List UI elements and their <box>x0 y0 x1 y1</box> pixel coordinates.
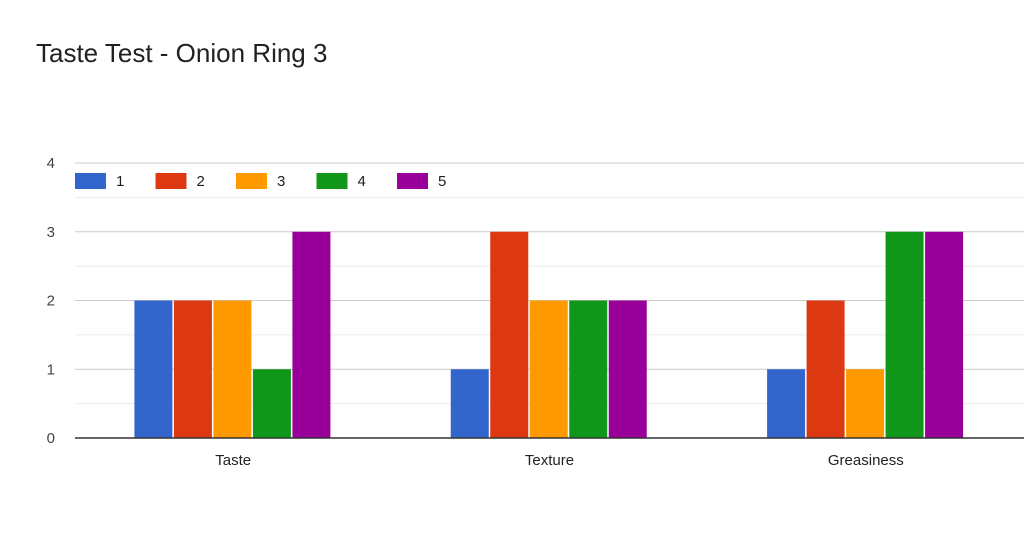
legend-swatch-1 <box>75 173 106 189</box>
legend-label-2: 2 <box>197 173 205 190</box>
x-category-label: Texture <box>525 452 574 469</box>
legend-label-5: 5 <box>438 173 446 190</box>
legend: 1 2 3 4 5 <box>75 173 446 190</box>
legend-label-3: 3 <box>277 173 285 190</box>
bars <box>134 231 964 438</box>
legend-swatch-4 <box>316 173 348 189</box>
bar-texture-series-1 <box>450 369 489 438</box>
bar-texture-series-3 <box>529 300 568 438</box>
legend-swatch-3 <box>236 173 267 189</box>
bar-taste-series-3 <box>213 300 252 438</box>
bar-texture-series-5 <box>608 300 647 438</box>
y-tick-label: 2 <box>47 293 55 310</box>
legend-swatch-5 <box>397 173 428 189</box>
axes: 0 1 2 3 4 Taste Texture Greasiness <box>47 155 1024 469</box>
bar-taste-series-4 <box>252 369 291 438</box>
bar-texture-series-4 <box>569 300 608 438</box>
bar-texture-series-2 <box>490 231 529 438</box>
y-tick-label: 3 <box>47 224 55 241</box>
legend-label-1: 1 <box>116 173 124 190</box>
y-tick-label: 0 <box>47 430 55 447</box>
x-category-label: Taste <box>215 452 251 469</box>
bar-greasiness-series-1 <box>767 369 806 438</box>
legend-label-4: 4 <box>358 173 366 190</box>
bar-taste-series-5 <box>292 231 331 438</box>
y-tick-label: 4 <box>47 155 55 172</box>
x-category-label: Greasiness <box>828 452 904 469</box>
bar-taste-series-1 <box>134 300 173 438</box>
y-tick-label: 1 <box>47 361 55 378</box>
bar-taste-series-2 <box>173 300 212 438</box>
bar-greasiness-series-5 <box>925 231 964 438</box>
bar-greasiness-series-4 <box>885 231 924 438</box>
bar-greasiness-series-2 <box>806 300 845 438</box>
legend-swatch-2 <box>155 173 187 189</box>
bar-greasiness-series-3 <box>846 369 885 438</box>
chart-title: Taste Test - Onion Ring 3 <box>36 38 328 68</box>
